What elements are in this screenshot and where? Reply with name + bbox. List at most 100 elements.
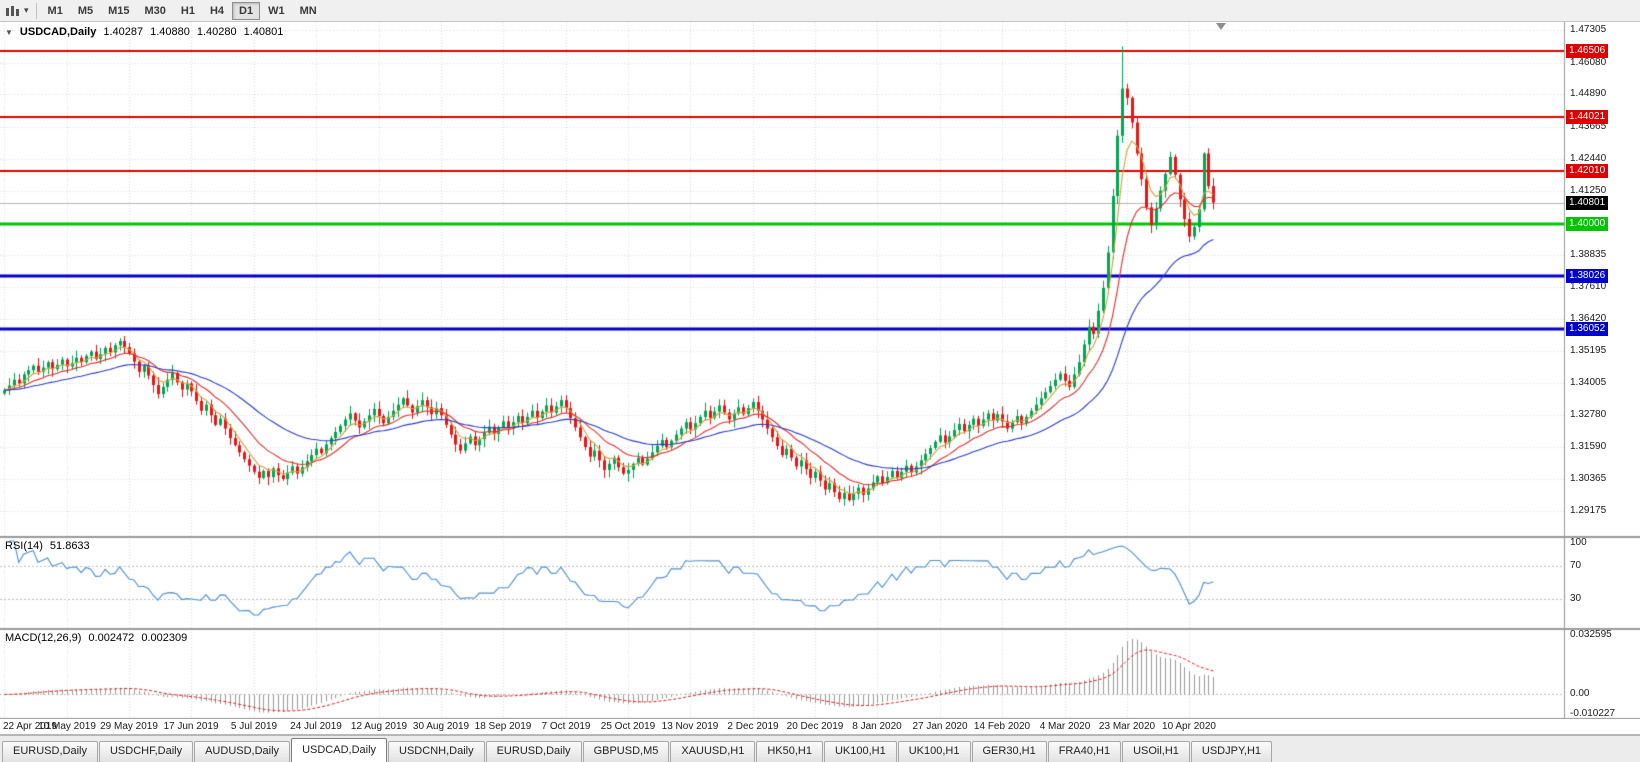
time-axis-label: 4 Mar 2020 — [1039, 721, 1091, 732]
rsi-canvas[interactable] — [0, 537, 1640, 629]
price-axis-label: 1.44890 — [1570, 88, 1607, 99]
time-axis-label: 5 Jul 2019 — [230, 721, 278, 732]
chart-tab-eurusd-daily[interactable]: EURUSD,Daily — [485, 741, 582, 762]
timeframe-button-h4[interactable]: H4 — [209, 4, 225, 17]
chart-tabs: EURUSD,Daily USDCHF,Daily AUDUSD,Daily USDC… — [2, 738, 1273, 762]
rsi-title-bar: RSI(14) 51.8633 — [5, 540, 90, 552]
chart-title-bar: ▼ USDCAD,Daily 1.40287 1.40880 1.40280 1… — [5, 26, 283, 38]
price-axis-label: 1.34005 — [1570, 377, 1607, 388]
timeframe-button-d1[interactable]: D1 — [232, 1, 261, 20]
chart-workspace: 1.47305 1.46080 1.44890 1.43665 1.42440 1.412… — [0, 22, 1640, 735]
time-axis-label: 22 Apr 2019 — [3, 721, 57, 732]
macd-main-value: 0.002472 — [88, 632, 135, 644]
time-axis-label: 2 Dec 2019 — [727, 721, 779, 732]
price-axis-label: 1.46080 — [1570, 57, 1607, 68]
time-axis-label: 17 Jun 2019 — [163, 721, 219, 732]
price-chart-canvas[interactable] — [0, 22, 1640, 537]
price-axis-label: 1.29175 — [1570, 505, 1607, 516]
chart-tab-ger30-h1[interactable]: GER30,H1 — [971, 741, 1047, 762]
time-axis: 22 Apr 2019 10 May 2019 29 May 2019 17 Jun … — [0, 719, 1640, 735]
ohlc-close-value: 1.40801 — [243, 26, 284, 38]
price-axis-label: 1.41250 — [1570, 185, 1607, 196]
timeframe-button-m15[interactable]: M15 — [108, 4, 130, 17]
level-badge-1.40000[interactable]: 1.40000 — [1566, 217, 1609, 231]
chart-tab-eurusd-daily[interactable]: EURUSD,Daily — [2, 741, 98, 762]
macd-panel: 0.032595 0.00 -0.010227 MACD(12,26,9) 0.00… — [0, 629, 1640, 719]
timeframe-button-mn[interactable]: MN — [299, 4, 317, 17]
level-badge-1.46506[interactable]: 1.46506 — [1566, 44, 1609, 58]
chart-tab-gbpusd-m5[interactable]: GBPUSD,M5 — [582, 741, 670, 762]
toolbar-separator — [35, 2, 37, 19]
chart-tab-audusd-daily[interactable]: AUDUSD,Daily — [194, 741, 291, 762]
chart-symbol-label: USDCAD,Daily — [19, 26, 97, 38]
chart-tab-hk50-h1[interactable]: HK50,H1 — [756, 741, 823, 762]
time-axis-label: 20 Dec 2019 — [786, 721, 844, 732]
time-axis-label: 29 May 2019 — [100, 721, 158, 732]
price-axis-label: 1.43665 — [1570, 121, 1607, 132]
macd-canvas[interactable] — [0, 629, 1640, 719]
chart-type-icon[interactable] — [3, 3, 23, 19]
macd-axis-label: 0.00 — [1570, 688, 1590, 699]
timeframe-button-m5[interactable]: M5 — [77, 4, 94, 17]
chart-tab-xauusd-h1[interactable]: XAUUSD,H1 — [670, 741, 756, 762]
rsi-panel: 100 70 30 RSI(14) 51.8633 — [0, 537, 1640, 629]
macd-signal-value: 0.002309 — [141, 632, 188, 644]
timeframe-button-m1[interactable]: M1 — [47, 4, 63, 17]
ohlc-open-value: 1.40287 — [103, 26, 144, 38]
time-axis-label: 30 Aug 2019 — [412, 721, 470, 732]
timeframe-button-h1[interactable]: H1 — [180, 4, 195, 17]
time-axis-label: 18 Sep 2019 — [474, 721, 532, 732]
level-badge-1.42010[interactable]: 1.42010 — [1566, 164, 1609, 178]
time-axis-label: 24 Jul 2019 — [290, 721, 342, 732]
chart-tab-usdchf-daily[interactable]: USDCHF,Daily — [98, 741, 194, 762]
level-badge-1.36052[interactable]: 1.36052 — [1566, 322, 1609, 336]
current-price-badge[interactable]: 1.40801 — [1566, 196, 1609, 210]
top-toolbar: ▾ M1 M5 M15 M30 H1 H4 D1 W1 MN — [0, 0, 1640, 22]
time-axis-label: 8 Jan 2020 — [852, 721, 902, 732]
chart-tab-uk100-h1[interactable]: UK100,H1 — [823, 741, 897, 762]
chart-tab-fra40-h1[interactable]: FRA40,H1 — [1047, 741, 1122, 762]
price-axis-label: 1.30365 — [1570, 473, 1607, 484]
chart-tab-usdcad-daily[interactable]: USDCAD,Daily — [291, 738, 388, 762]
price-axis-label: 1.37610 — [1570, 281, 1607, 292]
price-axis-overlay: 1.47305 1.46080 1.44890 1.43665 1.42440 1.412… — [0, 22, 1640, 537]
rsi-axis-label: 70 — [1570, 560, 1582, 571]
time-axis-label: 27 Jan 2020 — [912, 721, 968, 732]
timeframe-buttons: M1 M5 M15 M30 H1 H4 D1 W1 MN — [41, 1, 324, 20]
macd-title-bar: MACD(12,26,9) 0.002472 0.002309 — [5, 632, 187, 644]
ohlc-low-value: 1.40280 — [196, 26, 237, 38]
price-axis-label: 1.35195 — [1570, 345, 1607, 356]
chart-tab-usdjpy-h1[interactable]: USDJPY,H1 — [1190, 741, 1273, 762]
rsi-axis-overlay: 100 70 30 — [0, 537, 1640, 629]
time-axis-label: 10 Apr 2020 — [1162, 721, 1216, 732]
chart-tab-uk100-h1[interactable]: UK100,H1 — [897, 741, 971, 762]
chart-tab-usoil-h1[interactable]: USOil,H1 — [1122, 741, 1190, 762]
macd-axis-overlay: 0.032595 0.00 -0.010227 — [0, 629, 1640, 719]
level-badge-1.44021[interactable]: 1.44021 — [1566, 110, 1609, 124]
time-axis-label: 14 Feb 2020 — [973, 721, 1031, 732]
ohlc-high-value: 1.40880 — [150, 26, 190, 38]
timeframe-button-w1[interactable]: W1 — [268, 4, 285, 17]
price-axis-label: 1.38835 — [1570, 249, 1607, 260]
chart-tab-usdcnh-daily[interactable]: USDCNH,Daily — [388, 741, 485, 762]
time-axis-label: 7 Oct 2019 — [541, 721, 591, 732]
rsi-axis-label: 30 — [1570, 593, 1582, 604]
time-axis-label: 12 Aug 2019 — [350, 721, 408, 732]
chart-type-dropdown-caret-icon[interactable]: ▾ — [24, 5, 29, 15]
time-axis-label: 10 May 2019 — [38, 721, 96, 732]
time-axis-label: 13 Nov 2019 — [661, 721, 719, 732]
price-chart-panel: 1.47305 1.46080 1.44890 1.43665 1.42440 1.412… — [0, 22, 1640, 537]
macd-label: MACD(12,26,9) — [5, 632, 82, 644]
rsi-value: 51.8633 — [49, 540, 90, 552]
timeframe-button-m30[interactable]: M30 — [144, 4, 166, 17]
chart-tab-bar: EURUSD,Daily USDCHF,Daily AUDUSD,Daily USDC… — [0, 735, 1640, 762]
price-axis-label: 1.42440 — [1570, 153, 1607, 164]
collapse-chart-icon[interactable]: ▼ — [5, 27, 13, 37]
rsi-label: RSI(14) — [5, 540, 43, 552]
time-axis-label: 23 Mar 2020 — [1098, 721, 1156, 732]
macd-axis-label: 0.032595 — [1570, 629, 1612, 640]
chart-shift-marker[interactable] — [1216, 23, 1226, 30]
candlestick-chart-glyph — [6, 5, 19, 16]
level-badge-1.38026[interactable]: 1.38026 — [1566, 269, 1609, 283]
